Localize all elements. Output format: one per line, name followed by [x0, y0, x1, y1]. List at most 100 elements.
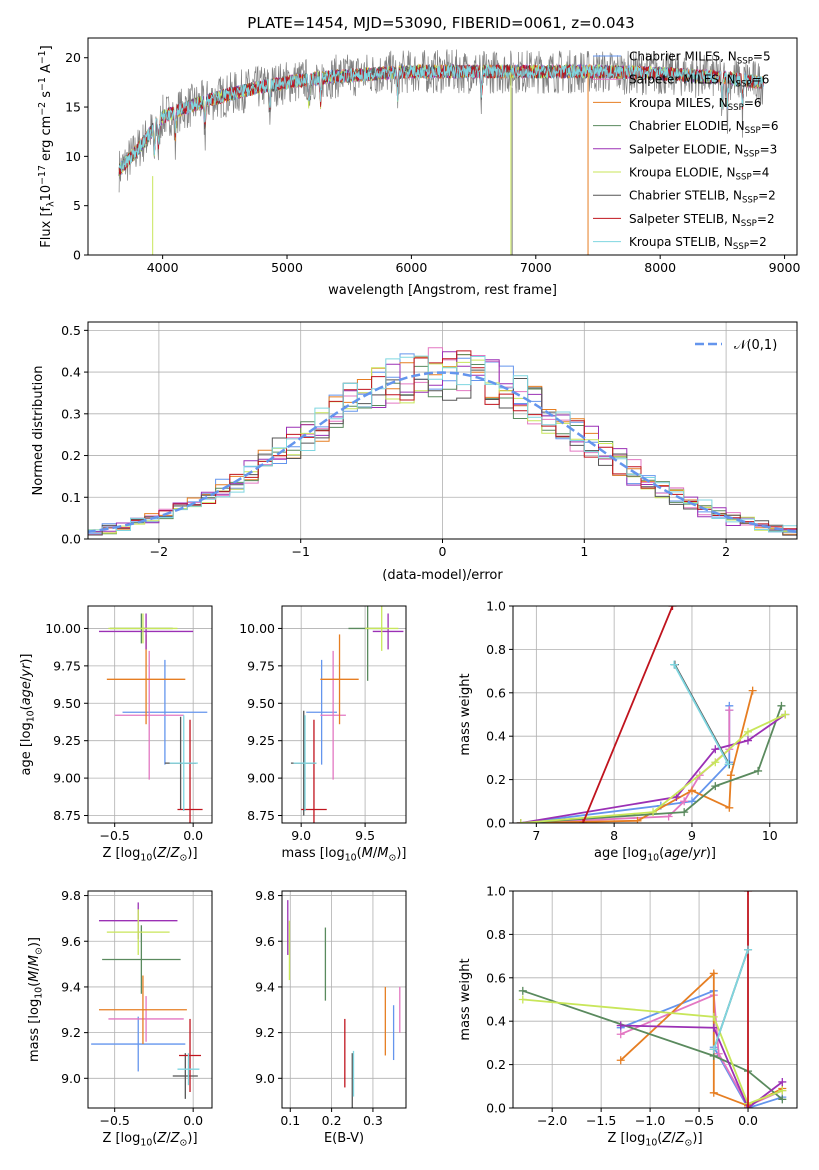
weight-marker-7	[668, 606, 677, 610]
x-tick-label: 8	[610, 828, 618, 843]
y-tick-label: 0.1	[61, 490, 81, 505]
residual-panel: −2 −1 0 1 2 0.0 0.1 0.2 0.3 0.4 0.5 (data-model)/er…	[31, 321, 798, 583]
legend-label-3: Chabrier ELODIE, NSSP​=6	[629, 119, 778, 136]
weight-line-2	[620, 971, 783, 1107]
spectrum-panel: 4000 5000 6000 7000 8000 9000 0 5 10 15 20 PLATE=14…	[37, 14, 800, 298]
weight-marker-4	[709, 1023, 718, 1032]
x-tick-label: 2	[722, 544, 730, 559]
x-tick-label: −2.0	[537, 1113, 567, 1128]
x-tick-label: 0.0	[738, 1113, 758, 1128]
y-tick-label: 0.2	[486, 1057, 506, 1072]
weight-marker-3	[754, 766, 763, 775]
weight-marker-2	[726, 771, 735, 780]
weight-marker-2	[725, 803, 734, 812]
chart-title: PLATE=1454, MJD=53090, FIBERID=0061, z=0…	[247, 14, 634, 32]
x-axis-label: wavelength [Angstrom, rest frame]	[328, 283, 557, 298]
y-tick-label: 0.6	[486, 685, 506, 700]
y-tick-label: 0.4	[61, 365, 81, 380]
y-axis-label: mass weight	[458, 673, 473, 755]
weight-marker-5	[778, 1086, 787, 1095]
axes-frame	[281, 605, 407, 824]
plot-area	[282, 891, 406, 1108]
weight-marker-3	[518, 986, 527, 995]
weight-marker-5	[781, 710, 790, 719]
x-axis-label: Z [log10​(Z/Z⊙​)]	[102, 846, 197, 863]
legend-label-4: Salpeter ELODIE, NSSP​=3	[629, 142, 777, 159]
y-tick-label: 0.2	[486, 772, 506, 787]
x-tick-label: 0.0	[183, 828, 203, 843]
weight-marker-2	[709, 969, 718, 978]
plot-area	[88, 322, 797, 539]
y-tick-label: 0.0	[486, 1101, 506, 1116]
age-vs-mass-panel: 9.0 9.5 8.75 9.00 9.25 9.50 9.75 10.00 mass [log…	[239, 605, 407, 863]
weight-marker-7	[744, 891, 753, 895]
x-tick-label: 9.0	[291, 828, 311, 843]
age-vs-Z-panel: −0.5 0.0 8.75 9.00 9.25 9.50 9.75 10.00 Z [log10…	[19, 605, 213, 863]
y-axis-label: Flux [fλ​10−17​ erg cm−2​ s−1​ A−1​]	[37, 45, 56, 247]
legend-label-2: Kroupa MILES, NSSP​=6	[629, 96, 762, 113]
weight-marker-5	[743, 727, 752, 736]
plot-area	[282, 606, 406, 823]
y-tick-label: 10	[65, 149, 81, 164]
x-axis-label: age [log10​(age/yr)]	[594, 846, 716, 863]
axes-frame	[87, 321, 798, 540]
legend-label-1: Salpeter MILES, NSSP​=6	[629, 73, 769, 90]
weight-line-7	[582, 606, 674, 823]
weight-marker-5	[711, 758, 720, 767]
y-tick-label: 0.3	[61, 406, 81, 421]
y-tick-label: 9.6	[61, 934, 81, 949]
x-axis-label: Z [log10​(Z/Z⊙​)]	[102, 1131, 197, 1148]
weight-marker-2	[748, 686, 757, 695]
x-tick-label: 0.1	[280, 1113, 300, 1128]
x-tick-label: 5000	[271, 260, 303, 275]
weight-marker-5	[518, 995, 527, 1004]
x-tick-label: −2	[150, 544, 168, 559]
weight-marker-4	[616, 1021, 625, 1030]
y-tick-label: 0.0	[61, 532, 81, 547]
x-axis-label: Z [log10​(Z/Z⊙​)]	[607, 1131, 702, 1148]
y-tick-label: 0.2	[61, 448, 81, 463]
y-tick-label: 9.2	[61, 1025, 81, 1040]
y-tick-label: 1.0	[486, 884, 506, 899]
y-axis-label: mass [log10​(M/M⊙​)]	[27, 937, 44, 1062]
axes-frame	[512, 605, 798, 824]
weight-marker-4	[711, 745, 720, 754]
y-tick-label: 9.00	[53, 771, 81, 786]
legend-label-6: Chabrier STELIB, NSSP​=2	[629, 189, 776, 206]
x-tick-label: 10	[762, 828, 778, 843]
mass-vs-ebv-panel: 0.1 0.2 0.3 9.0 9.2 9.4 9.6 9.8 E(B-V)	[255, 888, 407, 1146]
x-tick-label: 9000	[769, 260, 801, 275]
x-tick-label: 1	[580, 544, 588, 559]
histogram-6	[88, 369, 797, 537]
axes-frame	[87, 890, 213, 1109]
y-axis-label: Normed distribution	[31, 366, 46, 496]
weight-line-0	[620, 989, 783, 1108]
y-tick-label: 9.8	[61, 888, 81, 903]
y-tick-label: 0.8	[486, 642, 506, 657]
model-line-8	[118, 64, 764, 173]
y-axis-label: age [log10​(age/yr)]	[19, 653, 36, 775]
y-tick-label: 0.4	[486, 1014, 506, 1029]
histogram-0	[88, 353, 797, 536]
y-tick-label: 9.2	[255, 1025, 275, 1040]
histogram-1	[88, 347, 797, 536]
x-tick-label: 6000	[395, 260, 427, 275]
weight-marker-1	[616, 1030, 625, 1039]
weight-line-3	[520, 705, 783, 823]
weight-marker-3	[711, 782, 720, 791]
y-tick-label: 9.75	[53, 658, 81, 673]
y-tick-label: 9.25	[53, 733, 81, 748]
plot-area	[118, 49, 764, 255]
x-tick-label: 0.3	[363, 1113, 383, 1128]
plot-area	[513, 891, 797, 1108]
x-tick-label: 0.0	[183, 1113, 203, 1128]
weight-marker-8	[670, 660, 679, 669]
weight-marker-3	[680, 808, 689, 817]
x-tick-label: −1	[291, 544, 309, 559]
y-tick-label: 8.75	[53, 808, 81, 823]
histogram-8	[88, 355, 797, 537]
normal-curve	[88, 371, 797, 533]
y-tick-label: 10.00	[45, 621, 81, 636]
x-tick-label: 0	[439, 544, 447, 559]
